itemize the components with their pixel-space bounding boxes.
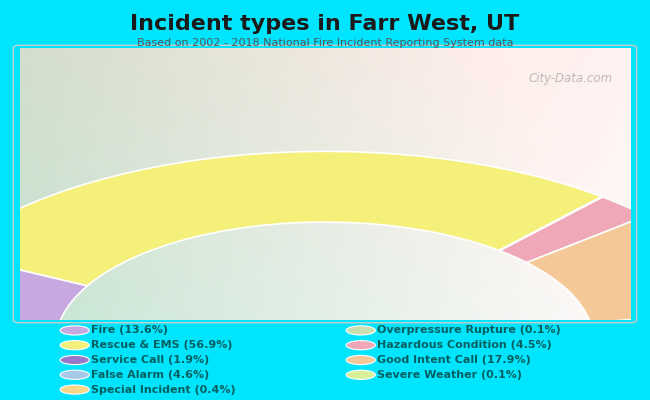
Wedge shape (0, 253, 87, 335)
Text: Service Call (1.9%): Service Call (1.9%) (91, 355, 209, 365)
Ellipse shape (60, 326, 90, 335)
Wedge shape (594, 339, 650, 341)
Ellipse shape (60, 385, 90, 394)
Ellipse shape (346, 370, 376, 379)
Text: Incident types in Farr West, UT: Incident types in Farr West, UT (131, 14, 519, 34)
Wedge shape (500, 197, 646, 263)
Text: Hazardous Condition (4.5%): Hazardous Condition (4.5%) (377, 340, 552, 350)
Wedge shape (499, 196, 603, 251)
Text: Based on 2002 - 2018 National Fire Incident Reporting System data: Based on 2002 - 2018 National Fire Incid… (136, 38, 514, 48)
Text: Fire (13.6%): Fire (13.6%) (91, 326, 168, 335)
Ellipse shape (60, 370, 90, 379)
Text: Good Intent Call (17.9%): Good Intent Call (17.9%) (377, 355, 531, 365)
Wedge shape (526, 216, 650, 323)
Text: Overpressure Rupture (0.1%): Overpressure Rupture (0.1%) (377, 326, 561, 335)
Ellipse shape (346, 355, 376, 365)
Text: City-Data.com: City-Data.com (528, 72, 612, 86)
Ellipse shape (60, 340, 90, 350)
Wedge shape (590, 311, 650, 340)
Ellipse shape (346, 326, 376, 335)
Wedge shape (0, 151, 602, 286)
Wedge shape (594, 341, 650, 342)
Text: False Alarm (4.6%): False Alarm (4.6%) (91, 370, 209, 380)
Text: Severe Weather (0.1%): Severe Weather (0.1%) (377, 370, 522, 380)
Text: Rescue & EMS (56.9%): Rescue & EMS (56.9%) (91, 340, 233, 350)
Ellipse shape (346, 340, 376, 350)
Wedge shape (0, 330, 57, 342)
Ellipse shape (60, 355, 90, 365)
Text: Special Incident (0.4%): Special Incident (0.4%) (91, 385, 235, 394)
